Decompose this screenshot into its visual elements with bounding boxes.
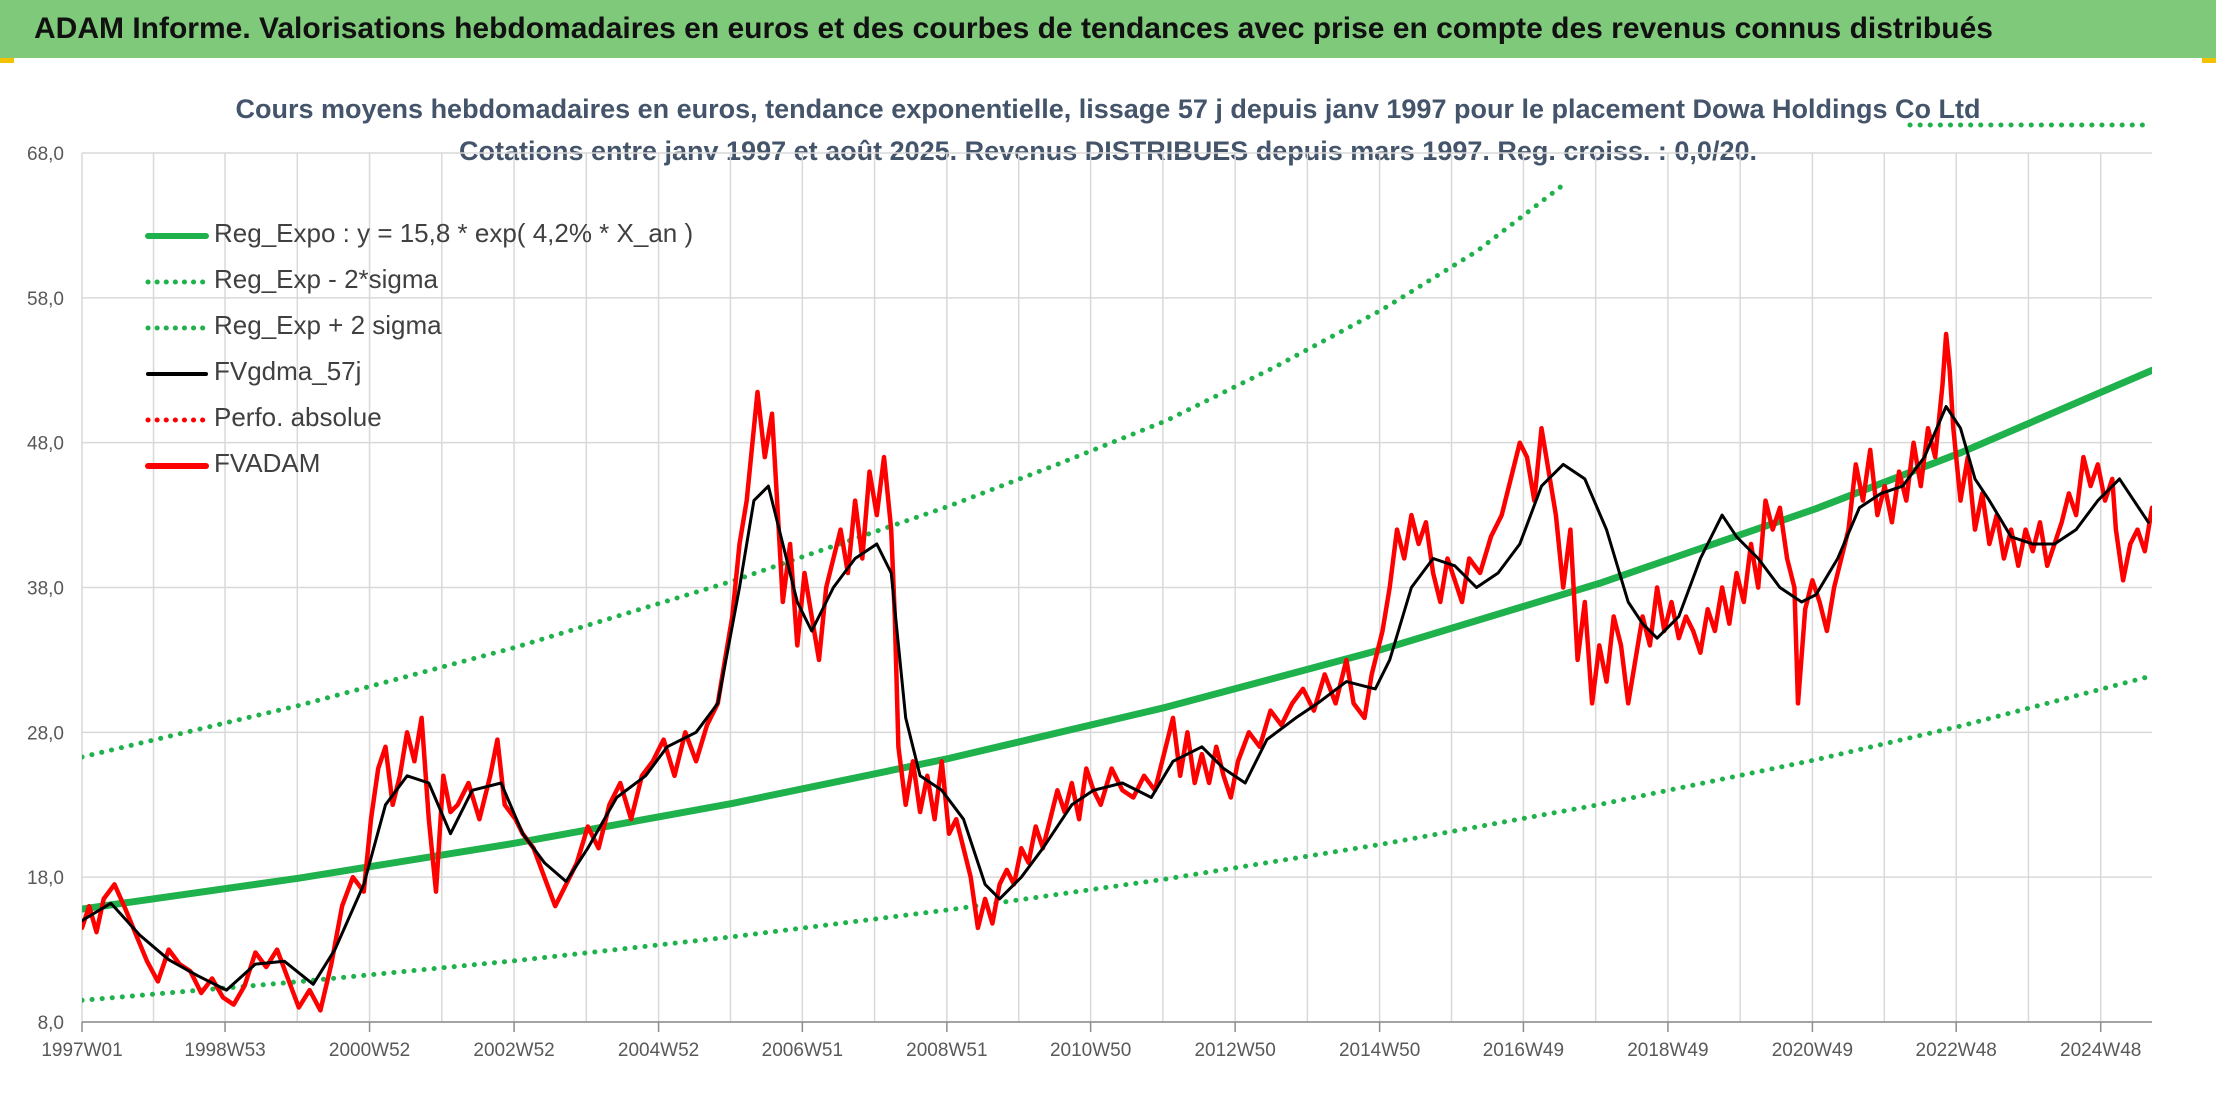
x-tick-label: 2014W50 [1339, 1040, 1420, 1061]
y-tick-label: 28,0 [27, 723, 64, 744]
legend-item: Reg_Expo : y = 15,8 * exp( 4,2% * X_an ) [144, 210, 693, 256]
x-tick-label: 1998W53 [184, 1040, 265, 1061]
x-tick-label: 2006W51 [762, 1040, 843, 1061]
legend-label: Reg_Exp + 2 sigma [214, 309, 442, 340]
series-line-fvadam [82, 331, 2152, 1013]
corner-accent-left [0, 58, 14, 63]
y-tick-label: 58,0 [27, 289, 64, 310]
x-tick-label: 2012W50 [1194, 1040, 1275, 1061]
x-tick-label: 2000W52 [329, 1040, 410, 1061]
x-tick-label: 2020W49 [1772, 1040, 1853, 1061]
legend-swatch [144, 320, 210, 331]
legend-item: FVgdma_57j [144, 348, 693, 394]
legend-swatch [144, 412, 210, 423]
legend-label: Reg_Expo : y = 15,8 * exp( 4,2% * X_an ) [214, 217, 694, 248]
chart-legend: Reg_Expo : y = 15,8 * exp( 4,2% * X_an )… [144, 210, 693, 486]
x-tick-label: 2018W49 [1627, 1040, 1708, 1061]
legend-label: Perfo. absolue [214, 401, 382, 432]
series-line-fvgdma-57j [82, 405, 2150, 992]
corner-accent-right [2202, 58, 2216, 63]
chart-plot: 8,0 18,0 28,0 38,0 48,0 58,0 68,0 1997W01 1998W5… [27, 122, 2155, 1061]
x-tick-label: 2022W48 [1916, 1040, 1997, 1061]
legend-item: Reg_Exp + 2 sigma [144, 302, 693, 348]
x-tick-label: 2008W51 [906, 1040, 987, 1061]
y-tick-label: 68,0 [27, 144, 64, 165]
x-tick-label: 1997W01 [41, 1040, 122, 1061]
y-tick-label: 18,0 [27, 868, 64, 889]
y-tick-label: 8,0 [38, 1013, 64, 1034]
series-line-reg-exp-2-sigma [82, 673, 2152, 1003]
legend-label: Reg_Exp - 2*sigma [214, 263, 438, 294]
x-tick-label: 2010W50 [1050, 1040, 1131, 1061]
chart-subtitle: Cotations entre janv 1997 et août 2025. … [458, 136, 1757, 166]
y-tick-label: 38,0 [27, 579, 64, 600]
x-tick-label: 2004W52 [618, 1040, 699, 1061]
legend-label: FVgdma_57j [214, 355, 362, 386]
legend-label: FVADAM [214, 447, 321, 478]
legend-swatch [144, 458, 210, 469]
legend-swatch [144, 228, 210, 239]
legend-item: Perfo. absolue [144, 394, 693, 440]
y-tick-label: 48,0 [27, 434, 64, 455]
x-tick-label: 2002W52 [473, 1040, 554, 1061]
x-tick-label: 2024W48 [2060, 1040, 2141, 1061]
legend-item: Reg_Exp - 2*sigma [144, 256, 693, 302]
legend-item: FVADAM [144, 440, 693, 486]
legend-swatch [144, 274, 210, 285]
chart-area: Cours moyens hebdomadaires en euros, ten… [0, 58, 2216, 1106]
x-tick-label: 2016W49 [1483, 1040, 1564, 1061]
banner-title: ADAM Informe. Valorisations hebdomadaire… [0, 0, 2216, 58]
legend-swatch [144, 366, 210, 376]
chart-title: Cours moyens hebdomadaires en euros, ten… [235, 94, 1981, 124]
series-line-reg-exp-2-sigma [82, 182, 1566, 760]
